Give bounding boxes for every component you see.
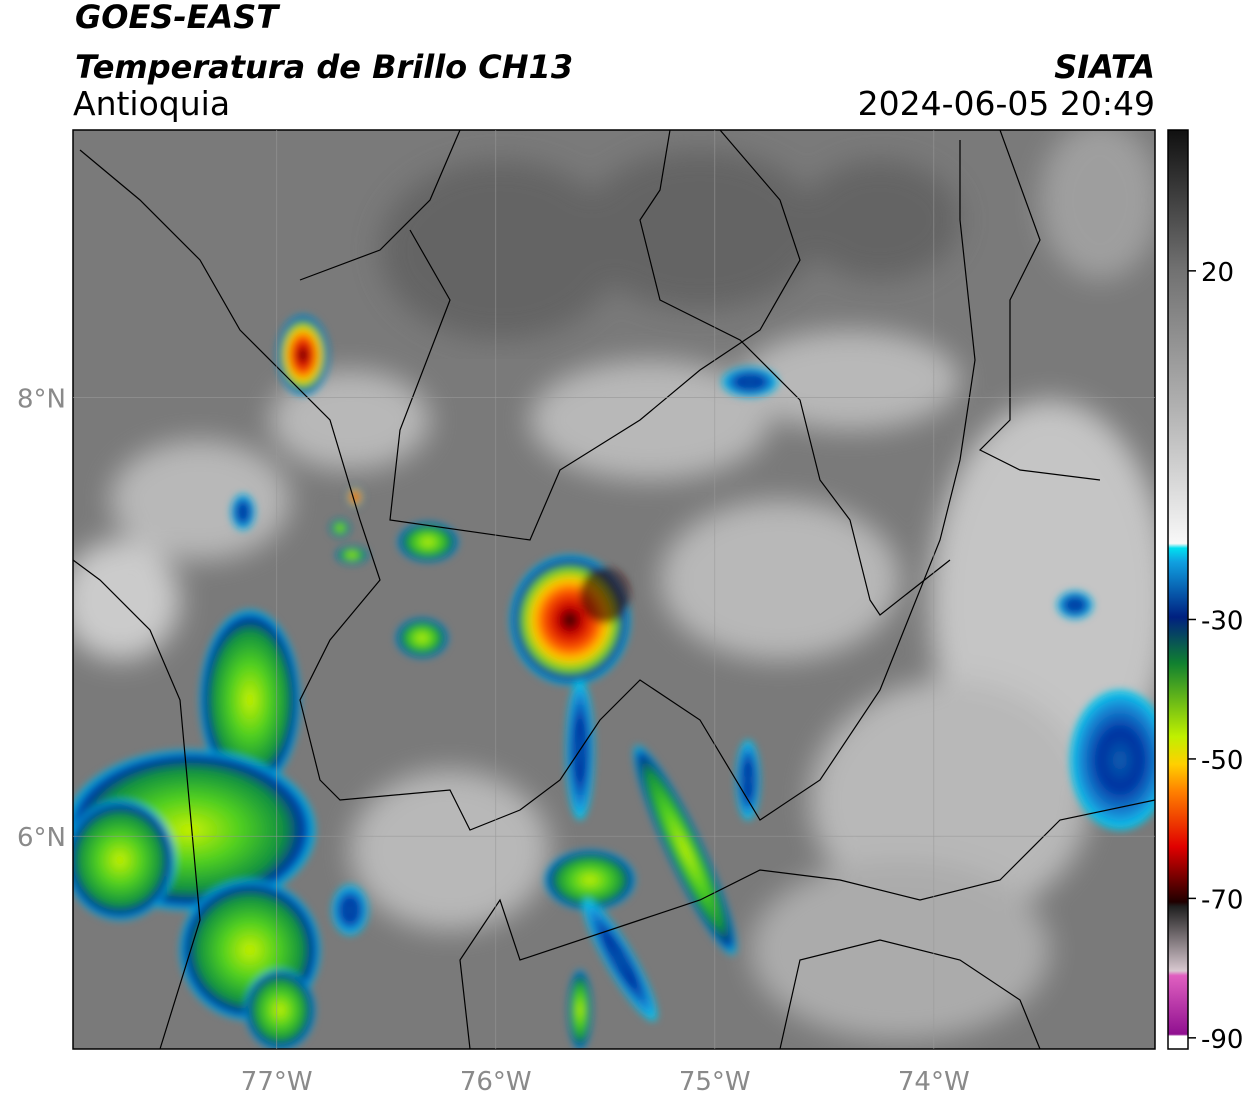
x-tick-label: 76°W <box>460 1067 532 1097</box>
colorbar-tick-label: -30 <box>1201 606 1243 636</box>
y-tick-label: 8°N <box>17 385 66 415</box>
colorbar-tick-label: -70 <box>1201 885 1243 915</box>
title: GOES-EAST <box>75 0 280 36</box>
x-tick-label: 74°W <box>898 1067 970 1097</box>
x-tick-label: 77°W <box>241 1067 313 1097</box>
map-frame <box>72 129 1156 1050</box>
colorbar <box>1167 129 1189 1050</box>
y-tick-label: 6°N <box>17 823 66 853</box>
colorbar-tick-label: -90 <box>1201 1025 1243 1055</box>
datetime: 2024-06-05 20:49 <box>858 84 1155 123</box>
satellite-image <box>73 130 1155 1049</box>
region: Antioquia <box>73 84 230 123</box>
x-tick-label: 75°W <box>679 1067 751 1097</box>
colorbar-tick-label: -50 <box>1201 746 1243 776</box>
colorbar-tick-label: 20 <box>1201 258 1234 288</box>
subtitle: Temperatura de Brillo CH13 <box>75 48 573 86</box>
source: SIATA <box>1054 48 1155 86</box>
